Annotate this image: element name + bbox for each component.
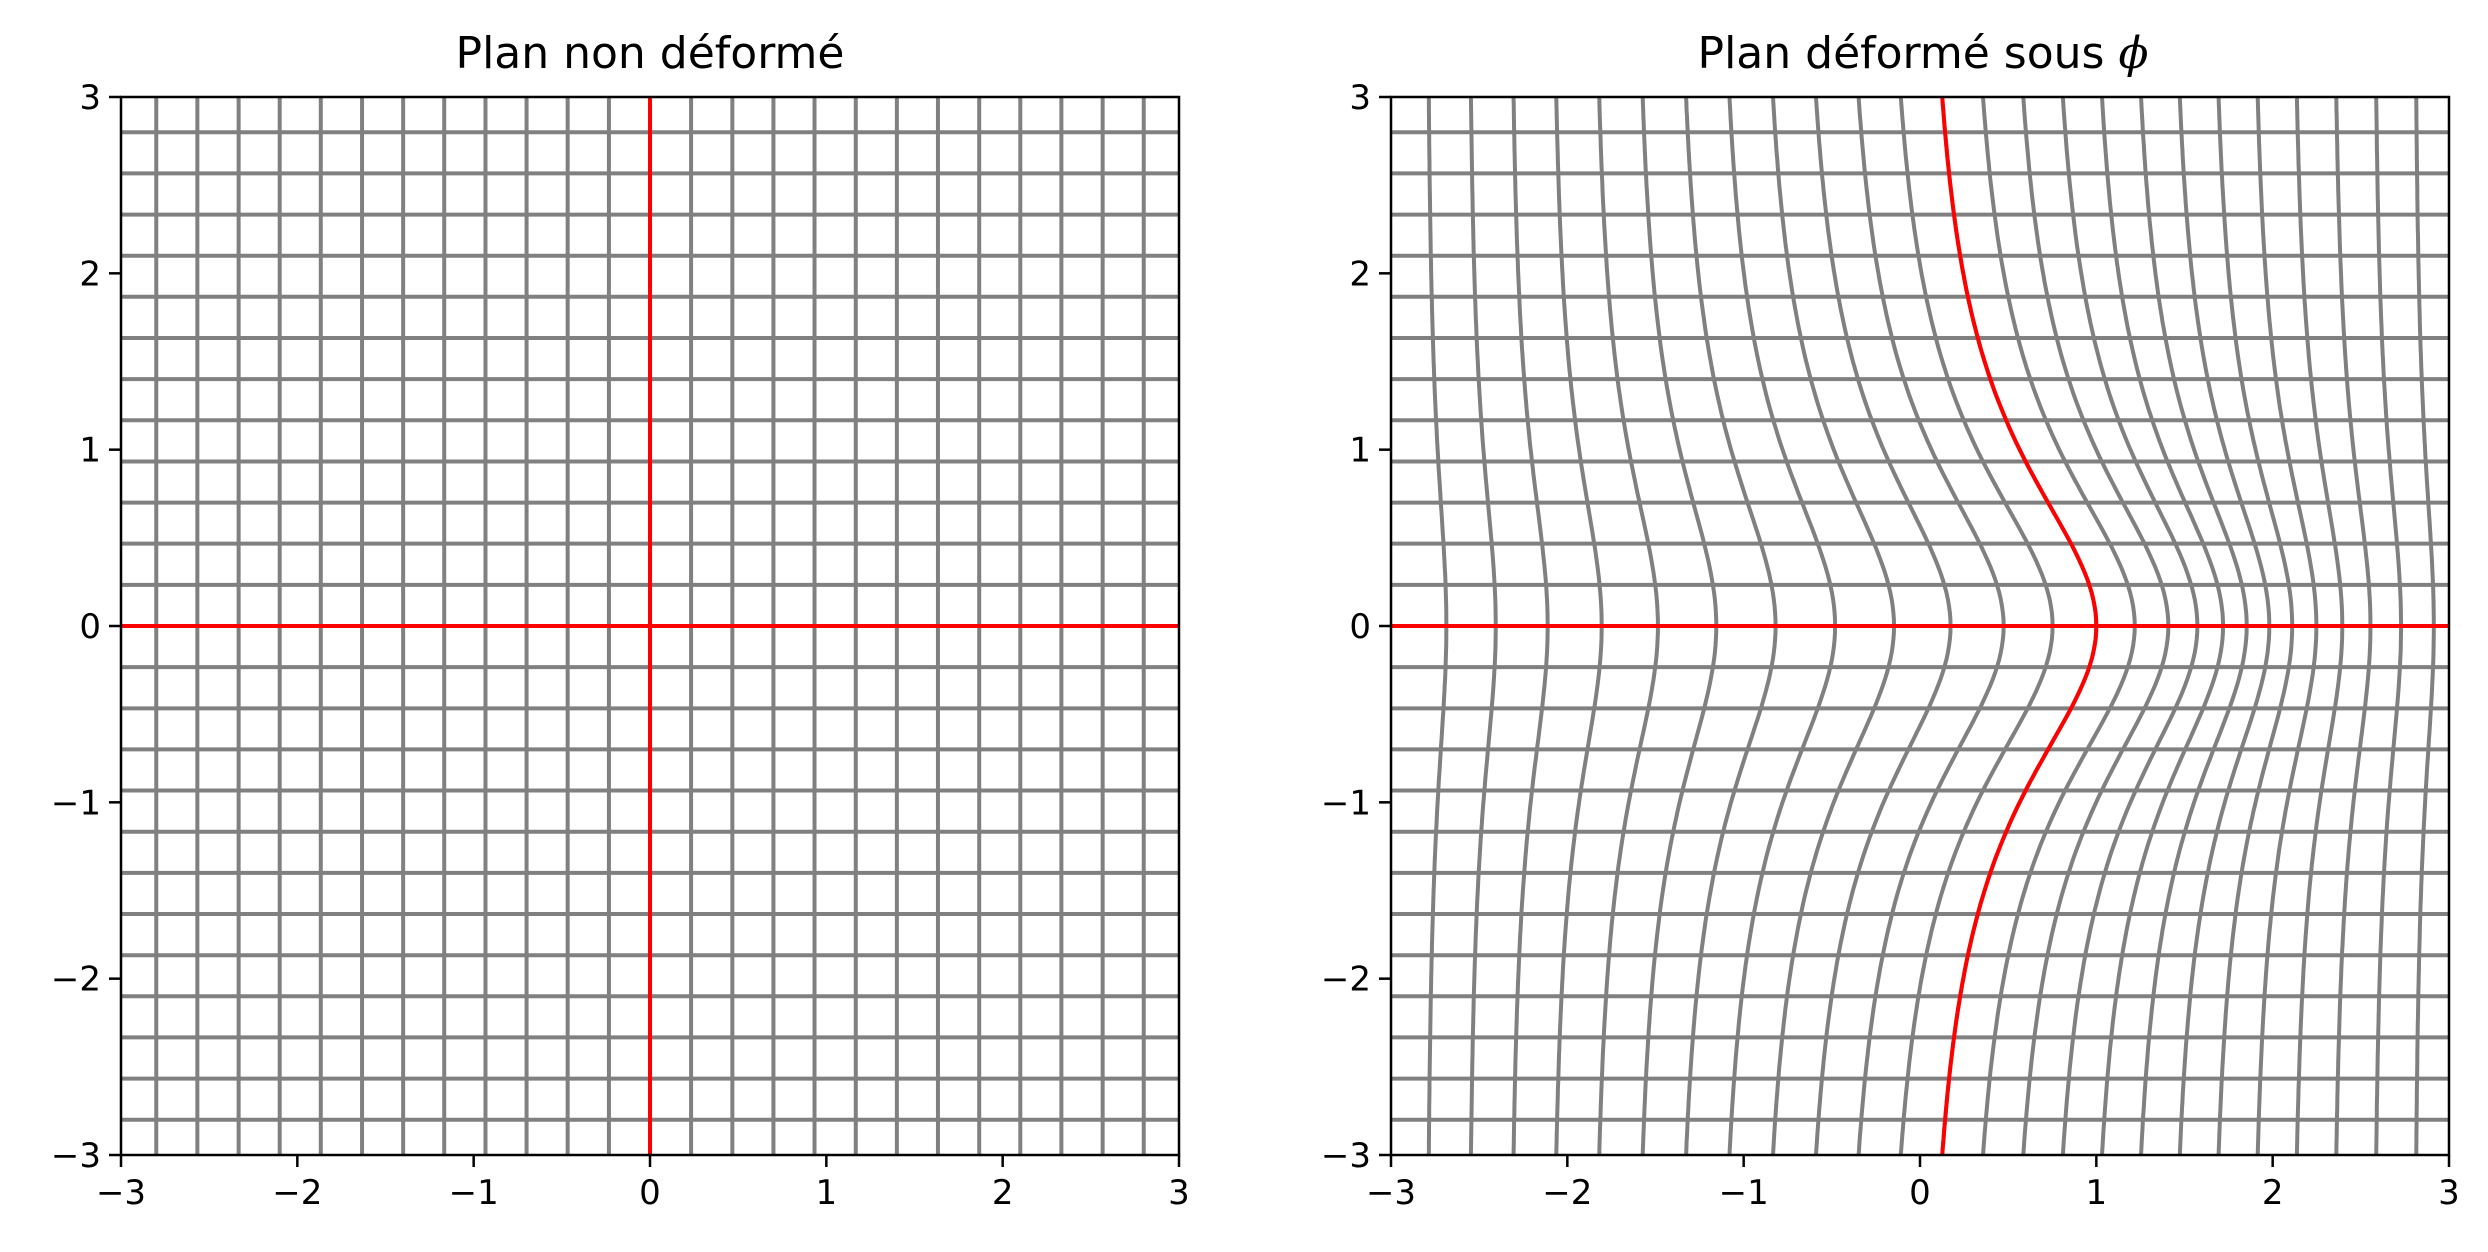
- right-chart-panel: −3 −2 −1 0 1 2 3 −3 −2 −1 0 1 2 3: [1321, 78, 2460, 1213]
- plot-area: [121, 97, 1179, 1155]
- y-tick-label: −3: [51, 1136, 101, 1176]
- phi-symbol: ϕ: [2118, 28, 2148, 79]
- x-tick-label: 3: [1168, 1173, 1190, 1213]
- y-tick-label: −1: [1321, 783, 1371, 823]
- y-tick-label: 1: [79, 431, 101, 471]
- y-tick-label: 3: [1349, 78, 1371, 118]
- right-chart-title-text: Plan déformé sous: [1698, 28, 2119, 79]
- x-tick-label: 0: [639, 1173, 661, 1213]
- x-tick-label: 1: [816, 1173, 838, 1213]
- x-tick-label: 2: [2262, 1173, 2284, 1213]
- y-tick-label: −2: [51, 960, 101, 1000]
- x-tick-label: −3: [1366, 1173, 1416, 1213]
- x-tick-label: −1: [1719, 1173, 1769, 1213]
- y-tick-label: −3: [1321, 1136, 1371, 1176]
- x-tick-label: 3: [2438, 1173, 2460, 1213]
- plot-area: [1391, 97, 2449, 1155]
- right-chart-title: Plan déformé sous ϕ: [1698, 28, 2149, 79]
- y-tick-label: −2: [1321, 960, 1371, 1000]
- y-tick-label: 3: [79, 78, 101, 118]
- y-tick-label: 2: [79, 254, 101, 294]
- x-tick-label: −3: [96, 1173, 146, 1213]
- x-tick-label: −2: [272, 1173, 322, 1213]
- y-tick-label: −1: [51, 783, 101, 823]
- left-chart-title: Plan non déformé: [456, 28, 845, 79]
- x-tick-label: −2: [1542, 1173, 1592, 1213]
- y-tick-label: 1: [1349, 431, 1371, 471]
- x-tick-label: 1: [2086, 1173, 2108, 1213]
- y-tick-label: 2: [1349, 254, 1371, 294]
- x-tick-label: −1: [449, 1173, 499, 1213]
- y-tick-label: 0: [79, 607, 101, 647]
- left-chart-panel: −3 −2 −1 0 1 2 3 −3 −2 −1 0 1 2 3: [51, 78, 1190, 1213]
- x-tick-label: 2: [992, 1173, 1014, 1213]
- y-tick-label: 0: [1349, 607, 1371, 647]
- x-tick-label: 0: [1909, 1173, 1931, 1213]
